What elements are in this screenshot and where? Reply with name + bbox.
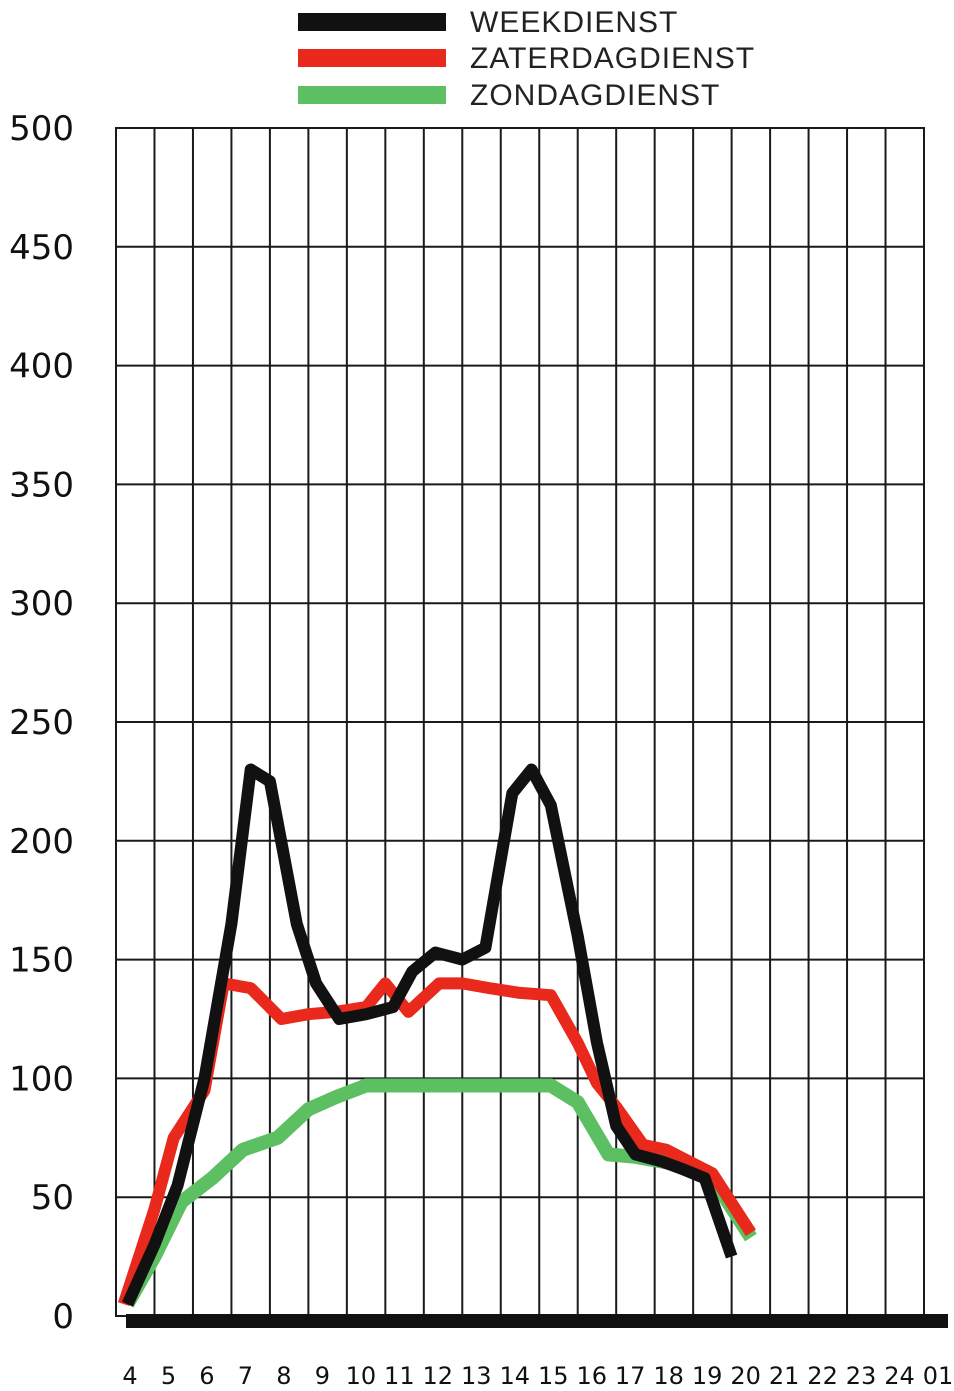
y-tick-label: 300 [9, 584, 74, 624]
x-tick-label: 11 [384, 1362, 415, 1390]
x-tick-label: 20 [730, 1362, 761, 1390]
y-tick-label: 400 [9, 347, 74, 387]
y-tick-label: 250 [9, 703, 74, 743]
x-tick-label: 24 [884, 1362, 915, 1390]
x-tick-label: 7 [238, 1362, 253, 1390]
series-lines [117, 763, 757, 1308]
series-line-zondagdienst [121, 1078, 757, 1308]
y-tick-label: 50 [31, 1178, 74, 1218]
chart-grid [115, 127, 948, 1328]
x-tick-label: 5 [161, 1362, 176, 1390]
x-tick-label: 4 [122, 1362, 137, 1390]
legend-label: WEEKDIENST [470, 6, 678, 39]
x-tick-label: 6 [199, 1362, 214, 1390]
x-tick-label: 15 [538, 1362, 569, 1390]
x-tick-label: 23 [846, 1362, 877, 1390]
x-tick-label: 10 [346, 1362, 377, 1390]
x-tick-label: 19 [692, 1362, 723, 1390]
x-axis-baseline [126, 1314, 948, 1328]
x-tick-label: 8 [276, 1362, 291, 1390]
y-axis-ticks: 0 50 100 150 200 250 300 350 400 450 500 [9, 109, 74, 1337]
x-tick-label: 13 [461, 1362, 492, 1390]
series-line-weekdienst [122, 763, 738, 1307]
y-tick-label: 0 [52, 1297, 74, 1337]
legend-swatch [298, 49, 446, 67]
y-tick-label: 450 [9, 228, 74, 268]
x-tick-label: 14 [499, 1362, 530, 1390]
legend-swatch [298, 86, 446, 104]
legend-label: ZONDAGDIENST [470, 79, 720, 112]
x-tick-label: 01 [923, 1362, 954, 1390]
x-tick-label: 12 [423, 1362, 454, 1390]
y-tick-label: 150 [9, 941, 74, 981]
y-tick-label: 500 [9, 109, 74, 149]
x-tick-label: 9 [315, 1362, 330, 1390]
x-tick-label: 16 [576, 1362, 607, 1390]
y-tick-label: 100 [9, 1059, 74, 1099]
legend-swatch [298, 13, 446, 31]
x-axis-ticks: 4 5 6 7 8 9 10 11 12 13 14 15 16 17 18 19 20 21 22 23 24 01 [122, 1362, 953, 1390]
x-tick-label: 22 [807, 1362, 838, 1390]
x-tick-label: 17 [615, 1362, 646, 1390]
x-tick-label: 21 [769, 1362, 800, 1390]
legend-label: ZATERDAGDIENST [470, 42, 755, 75]
y-tick-label: 200 [9, 822, 74, 862]
y-tick-label: 350 [9, 465, 74, 505]
x-tick-label: 18 [653, 1362, 684, 1390]
